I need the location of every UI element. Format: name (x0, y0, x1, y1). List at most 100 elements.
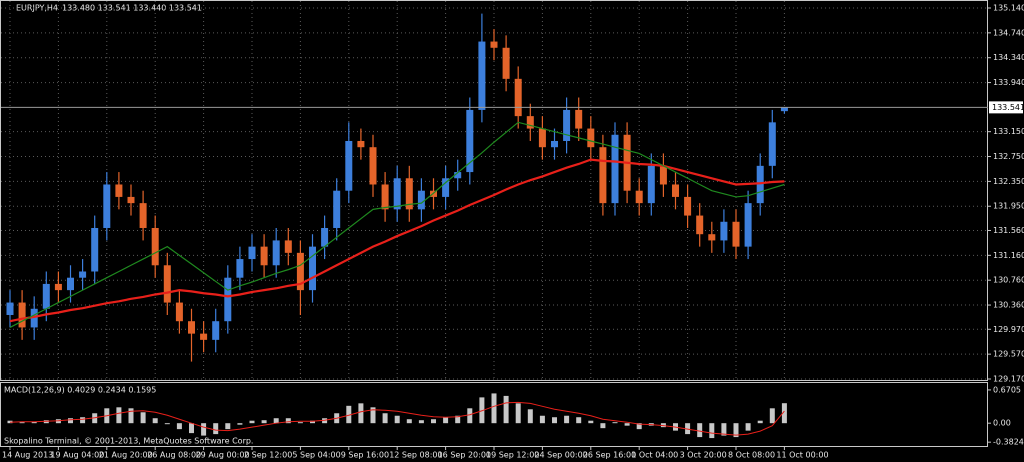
x-tick-label: 26 Sep 16:00 (583, 451, 636, 460)
y-tick-label: 0.6705 (993, 385, 1021, 394)
y-tick-label: -0.3824 (993, 438, 1024, 447)
candle-body (587, 128, 595, 148)
macd-bar (297, 422, 303, 424)
candle-body (296, 252, 304, 291)
macd-bar (358, 403, 364, 424)
macd-bar (443, 417, 449, 424)
candle-body (91, 227, 99, 272)
y-tick-label: 129.170 (993, 375, 1024, 384)
candle-body (659, 165, 667, 185)
macd-bar (394, 415, 400, 424)
candle-body (236, 259, 244, 278)
macd-bar (612, 422, 618, 424)
candle-body (635, 190, 643, 204)
macd-bar (624, 423, 630, 426)
macd-bar (225, 423, 231, 430)
candle-body (127, 196, 135, 204)
macd-bar (600, 423, 606, 429)
candle-body (79, 271, 87, 278)
candle-body (611, 134, 619, 204)
x-tick-label: 29 Aug 00:00 (196, 451, 250, 460)
candle-body (284, 240, 292, 253)
y-tick-label: 130.760 (993, 276, 1024, 285)
macd-bar (733, 423, 739, 438)
macd-bar (19, 422, 25, 424)
macd-bar (189, 423, 194, 434)
candle-body (393, 178, 401, 210)
macd-bar (273, 418, 279, 424)
candle-body (538, 128, 546, 148)
x-tick-label: 8 Oct 08:00 (728, 451, 775, 460)
moving-average (9, 121, 785, 328)
candle-body (551, 140, 558, 148)
macd-bar (406, 419, 412, 424)
candle-body (357, 140, 365, 148)
candle-body (526, 116, 534, 129)
macd-bar (515, 403, 521, 424)
macd-bar (285, 418, 291, 424)
candle-body (6, 302, 14, 315)
y-tick-label: 0.00 (993, 419, 1011, 428)
candle-body (212, 321, 220, 340)
macd-bar (80, 417, 86, 424)
candle-body (744, 203, 752, 247)
candle-body (417, 190, 425, 210)
y-tick-label: 132.750 (993, 152, 1024, 161)
last-price-box (989, 101, 1023, 114)
x-tick-label: 11 Oct 00:00 (776, 451, 828, 460)
macd-bar (261, 420, 267, 424)
macd-bar (237, 423, 243, 425)
x-tick-label: 5 Sep 04:00 (292, 451, 340, 460)
macd-bar (249, 420, 255, 424)
macd-bar (310, 420, 315, 424)
macd-bar (588, 420, 594, 424)
candle-body (756, 165, 764, 204)
y-tick-label: 134.340 (993, 53, 1024, 62)
macd-bar (382, 413, 388, 424)
candle-body (103, 184, 111, 228)
y-tick-label: 129.970 (993, 325, 1024, 334)
macd-bar (697, 423, 703, 438)
candle-body (67, 277, 74, 291)
macd-bar (491, 393, 497, 424)
y-tick-label: 133.940 (993, 78, 1024, 87)
candle-body (381, 184, 389, 210)
macd-bar (164, 423, 170, 425)
candle-body (780, 107, 788, 112)
candle-body (175, 302, 183, 322)
macd-bar (576, 417, 582, 424)
candle-body (18, 302, 26, 328)
macd-bar (467, 408, 473, 424)
candle-body (369, 147, 377, 185)
candle-body (42, 283, 50, 309)
y-tick-label: 130.360 (993, 301, 1024, 310)
y-tick-label: 135.140 (993, 4, 1024, 13)
candle-body (696, 215, 704, 235)
y-tick-label: 131.560 (993, 226, 1024, 235)
candle-body (720, 221, 728, 241)
candle-body (260, 246, 268, 266)
candle-body (309, 246, 316, 291)
y-tick-label: 134.740 (993, 28, 1024, 37)
candle-body (405, 178, 413, 210)
macd-signal (9, 401, 785, 436)
candle-body (345, 140, 353, 191)
candle-body (200, 333, 208, 340)
candle-body (224, 277, 232, 322)
x-tick-label: 2 Sep 12:00 (244, 451, 292, 460)
candle-body (30, 308, 38, 328)
macd-bar (721, 423, 727, 436)
x-tick-label: 21 Aug 20:00 (99, 451, 153, 460)
candle-body (272, 240, 280, 266)
x-tick-label: 9 Sep 16:00 (341, 451, 389, 460)
candle-body (115, 184, 123, 197)
y-tick-label: 129.570 (993, 350, 1024, 359)
candle-body (502, 47, 510, 79)
macd-bar (503, 395, 509, 424)
candle-body (139, 203, 147, 228)
candle-body (599, 147, 607, 204)
macd-frame (0, 382, 988, 447)
candle-body (514, 78, 522, 117)
main-frame (0, 0, 988, 381)
